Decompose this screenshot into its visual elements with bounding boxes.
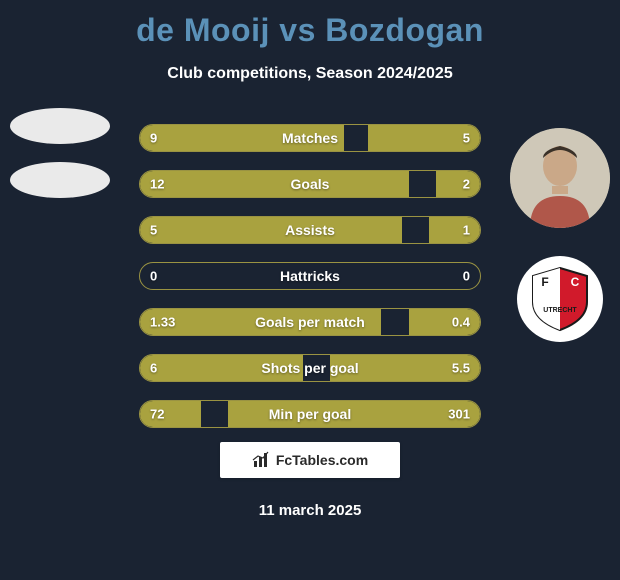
player-left-avatar-placeholder-bottom (10, 162, 110, 198)
right-player-column: F C UTRECHT (510, 128, 610, 342)
stat-value-left: 6 (150, 361, 157, 376)
stat-row: 72 301 Min per goal (139, 400, 481, 428)
stat-value-left: 5 (150, 223, 157, 238)
stat-value-right: 5 (463, 131, 470, 146)
fc-utrecht-badge-icon: F C UTRECHT (525, 264, 595, 334)
stat-bar-left (140, 171, 409, 197)
stat-value-left: 72 (150, 407, 164, 422)
svg-text:C: C (571, 275, 580, 289)
stat-row: 0 0 Hattricks (139, 262, 481, 290)
stat-bar-right (436, 171, 480, 197)
stat-bar-left (140, 217, 402, 243)
stat-value-right: 5.5 (452, 361, 470, 376)
stat-row: 6 5.5 Shots per goal (139, 354, 481, 382)
competition-subtitle: Club competitions, Season 2024/2025 (0, 65, 620, 83)
stat-bar-right (228, 401, 480, 427)
stat-label: Min per goal (269, 406, 351, 422)
bar-chart-icon (252, 451, 270, 469)
stat-label: Goals (291, 176, 330, 192)
source-text: FcTables.com (276, 452, 368, 468)
player-left-avatar-placeholder-top (10, 108, 110, 144)
date-line: 11 march 2025 (0, 502, 620, 519)
avatar-silhouette-icon (510, 128, 610, 228)
left-player-column (10, 108, 110, 198)
stat-label: Shots per goal (261, 360, 358, 376)
stat-value-right: 1 (463, 223, 470, 238)
stat-label: Assists (285, 222, 335, 238)
stat-row: 1.33 0.4 Goals per match (139, 308, 481, 336)
stat-row: 12 2 Goals (139, 170, 481, 198)
stat-row: 9 5 Matches (139, 124, 481, 152)
player-right-avatar (510, 128, 610, 228)
source-badge: FcTables.com (220, 442, 400, 478)
stat-value-left: 0 (150, 269, 157, 284)
svg-text:F: F (541, 275, 548, 289)
stat-label: Goals per match (255, 314, 365, 330)
stat-value-left: 1.33 (150, 315, 175, 330)
stat-value-left: 12 (150, 177, 164, 192)
stat-label: Hattricks (280, 268, 340, 284)
page-title: de Mooij vs Bozdogan (0, 0, 620, 49)
stat-value-right: 0.4 (452, 315, 470, 330)
stat-label: Matches (282, 130, 338, 146)
stat-value-left: 9 (150, 131, 157, 146)
stat-bar-right (429, 217, 480, 243)
stat-value-right: 2 (463, 177, 470, 192)
player-right-club-badge: F C UTRECHT (517, 256, 603, 342)
stat-row: 5 1 Assists (139, 216, 481, 244)
svg-text:UTRECHT: UTRECHT (543, 307, 577, 314)
stat-value-right: 0 (463, 269, 470, 284)
stats-table: 9 5 Matches 12 2 Goals 5 1 Assists 0 0 Hattricks 1.3… (139, 124, 481, 428)
stat-value-right: 301 (448, 407, 470, 422)
